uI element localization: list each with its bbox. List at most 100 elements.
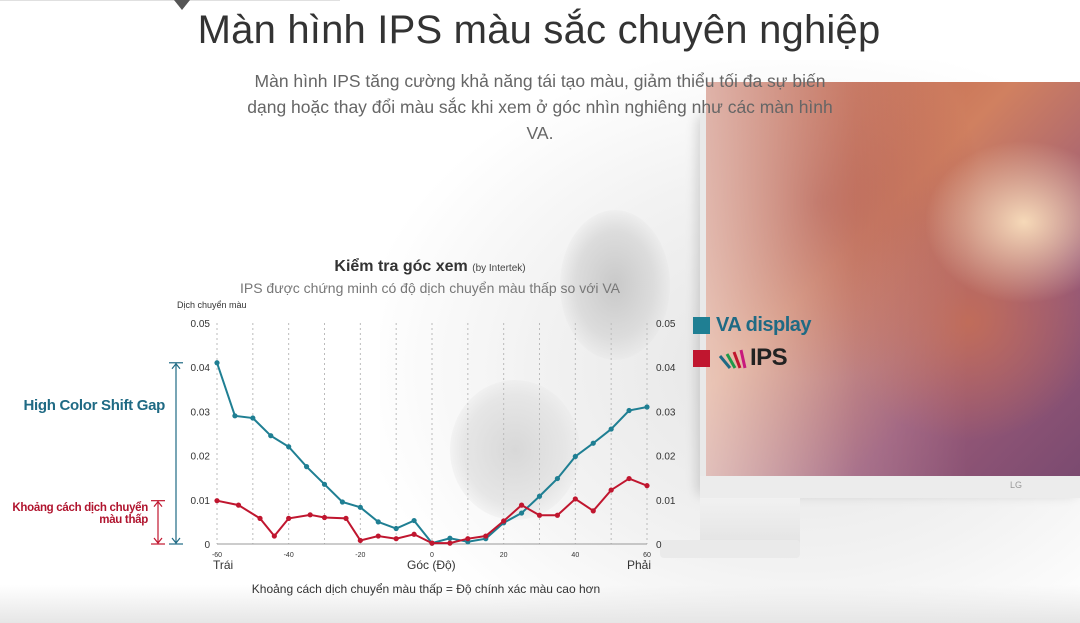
- monitor-stand: [700, 498, 800, 548]
- ips-data-point: [429, 540, 435, 546]
- va-data-point: [536, 493, 543, 499]
- ips-data-point: [518, 502, 525, 508]
- y-tick-label-right: 0: [656, 540, 662, 551]
- ips-data-point: [447, 540, 453, 546]
- y-axis-label: Dịch chuyển màu: [177, 300, 247, 310]
- y-tick-label-left: 0.04: [191, 363, 211, 374]
- va-data-point: [250, 415, 256, 421]
- va-data-point: [411, 517, 417, 524]
- va-data-point: [590, 440, 596, 446]
- high-gap-bracket-arrow-bottom: [171, 537, 181, 544]
- va-data-point: [339, 499, 346, 505]
- ips-logo-stripes-icon: [718, 349, 747, 369]
- chart-title-note: (by Intertek): [472, 263, 526, 274]
- low-gap-bracket-arrow-bottom: [153, 537, 163, 544]
- annotation-low-gap: Khoảng cách dịch chuyển màu thấp: [12, 502, 148, 526]
- top-divider: [0, 0, 340, 1]
- ips-data-point: [554, 512, 561, 518]
- down-arrow-icon: [174, 0, 190, 10]
- y-tick-label-right: 0.02: [656, 452, 676, 463]
- chart-subtitle: IPS được chứng minh có độ dịch chuyển mà…: [239, 280, 621, 296]
- x-tick-label: 20: [500, 552, 508, 559]
- chart-footer: Khoảng cách dịch chuyển màu thấp = Độ ch…: [251, 582, 601, 596]
- legend-va-swatch: [693, 317, 710, 334]
- va-data-point: [303, 464, 310, 470]
- va-data-point: [554, 475, 561, 482]
- legend-va-label: VA display: [716, 314, 812, 336]
- va-data-point: [572, 453, 578, 460]
- ips-data-point: [257, 515, 263, 521]
- x-tick-label: 60: [643, 552, 651, 559]
- ips-data-point: [608, 487, 614, 493]
- chart-title: Kiểm tra góc xem (by Intertek): [0, 258, 860, 276]
- lg-logo: LG: [1010, 480, 1023, 490]
- x-tick-label: -60: [212, 552, 222, 559]
- x-tick-label: -40: [284, 552, 294, 559]
- y-tick-label-left: 0.02: [191, 452, 211, 463]
- low-gap-bracket-arrow-top: [153, 500, 163, 508]
- va-data-point: [357, 504, 363, 510]
- ips-data-point: [271, 533, 277, 539]
- ips-data-point: [286, 515, 292, 521]
- ips-data-point: [357, 537, 363, 544]
- lamp-base-silhouette: [450, 380, 580, 520]
- ips-data-point: [483, 533, 489, 539]
- y-tick-label-left: 0.05: [191, 319, 211, 330]
- y-tick-label-left: 0.01: [191, 496, 211, 507]
- ips-data-point: [321, 514, 328, 521]
- legend-ips: IPS: [693, 344, 788, 372]
- ips-data-point: [411, 531, 417, 537]
- legend-ips-label: IPS: [750, 344, 788, 371]
- annotation-high-gap: High Color Shift Gap: [23, 397, 166, 414]
- x-tick-label: 0: [430, 552, 434, 559]
- x-axis-label: Góc (Độ): [407, 558, 456, 572]
- page-title: Màn hình IPS màu sắc chuyên nghiệp: [197, 8, 881, 52]
- va-data-point: [644, 404, 650, 410]
- monitor-stand-base: [660, 540, 800, 558]
- va-data-point: [321, 481, 328, 487]
- va-data-point: [447, 535, 453, 541]
- ips-data-point: [572, 496, 578, 502]
- high-gap-bracket-arrow-top: [171, 362, 181, 370]
- y-tick-label-left: 0.03: [191, 407, 211, 418]
- va-data-point: [232, 413, 238, 419]
- va-data-point: [286, 444, 292, 450]
- x-tick-label: -20: [355, 552, 365, 559]
- va-data-point: [518, 510, 525, 516]
- ips-data-point: [343, 515, 349, 521]
- x-tick-label: 40: [571, 552, 579, 559]
- ips-data-point: [626, 475, 632, 482]
- ips-data-point: [644, 483, 650, 489]
- monitor-chin: [700, 476, 1080, 498]
- ips-data-point: [501, 518, 507, 524]
- monitor-screen-fade: [706, 82, 1080, 482]
- va-data-point: [375, 519, 381, 525]
- ips-data-point: [590, 508, 596, 514]
- legend-ips-swatch: [693, 349, 710, 367]
- va-data-point: [268, 433, 274, 439]
- lamp-silhouette: [560, 210, 670, 360]
- ips-data-point: [536, 512, 543, 518]
- va-data-point: [393, 525, 399, 532]
- ips-data-point: [214, 498, 220, 504]
- va-data-point: [608, 426, 614, 432]
- ips-data-point: [375, 533, 381, 539]
- va-data-point: [214, 360, 220, 366]
- floor: [0, 585, 1080, 623]
- y-tick-label-right: 0.01: [656, 496, 676, 507]
- y-tick-label-right: 0.05: [656, 319, 676, 330]
- y-tick-label-right: 0.04: [656, 363, 676, 374]
- ips-data-point: [307, 512, 313, 518]
- ips-data-point: [465, 536, 471, 542]
- ips-data-point: [393, 536, 399, 542]
- x-right-label: Phải: [627, 558, 652, 572]
- ips-data-point: [235, 502, 242, 508]
- y-tick-label-left: 0: [204, 540, 210, 551]
- x-left-label: Trái: [213, 558, 234, 572]
- legend-va: VA display: [693, 314, 812, 337]
- va-data-point: [626, 407, 632, 414]
- y-tick-label-right: 0.03: [656, 407, 676, 418]
- chart-title-main: Kiểm tra góc xem: [334, 258, 468, 275]
- page-subtitle: Màn hình IPS tăng cường khả năng tái tạo…: [247, 71, 833, 143]
